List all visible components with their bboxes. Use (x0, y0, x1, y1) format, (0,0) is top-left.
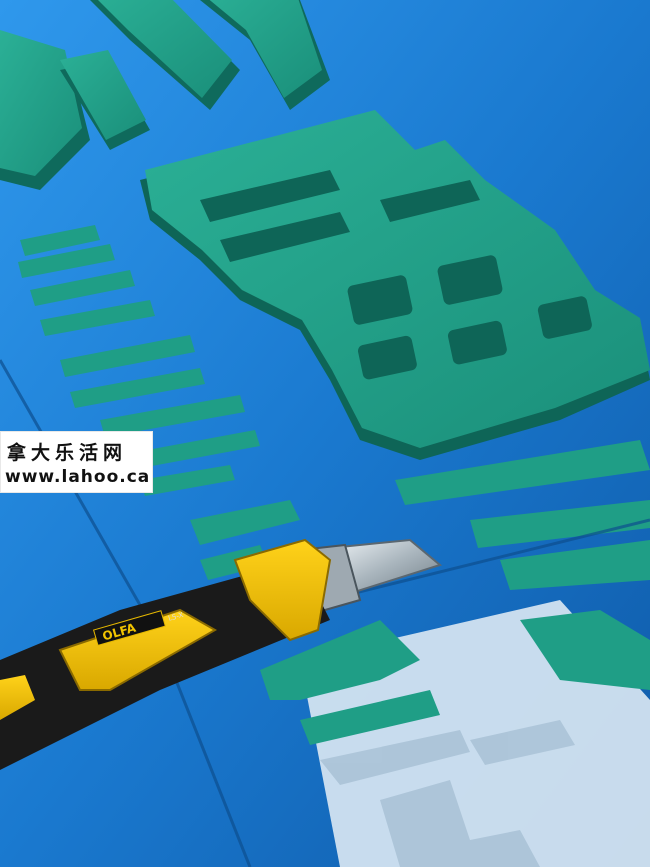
large-3d-chinese-character (140, 110, 650, 460)
watermark-url: www.lahoo.ca (5, 467, 151, 487)
stencil-letters (320, 720, 575, 867)
knife-yellow-grip-back (0, 675, 35, 720)
top-3d-letters (0, 0, 330, 190)
flat-pinyin-letters (18, 225, 260, 496)
knife-yellow-grip-front (233, 538, 332, 642)
knife-handle-black (0, 560, 330, 770)
watermark-chinese: 拿大乐活网 (7, 442, 128, 464)
flat-right-letters (395, 440, 650, 690)
knife-model-text: L5-X (167, 611, 184, 623)
flat-middle-letters (190, 500, 440, 745)
utility-knife: OLFA L5-X (0, 538, 443, 770)
watermark: 拿大乐活网 www.lahoo.ca (0, 431, 153, 493)
